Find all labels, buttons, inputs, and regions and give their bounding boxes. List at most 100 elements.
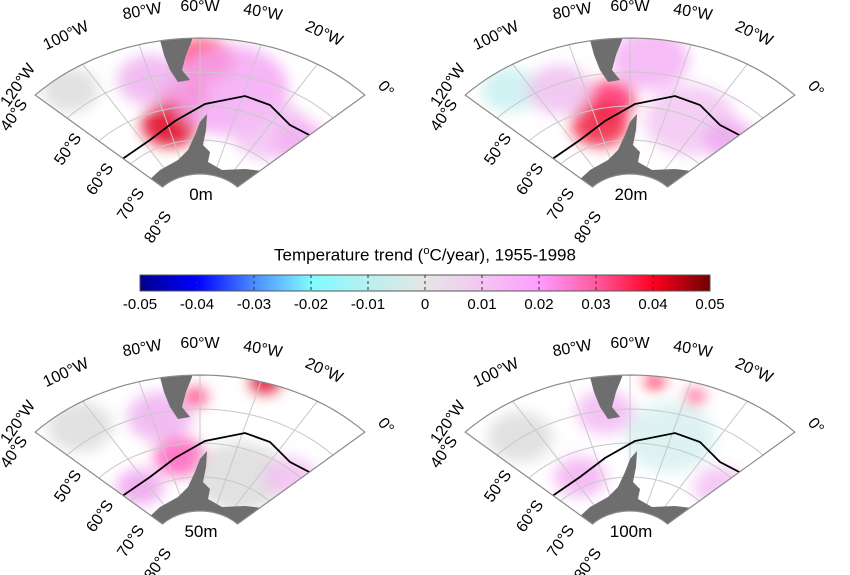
colorbar-title: Temperature trend (oC/year), 1955-1998 xyxy=(140,245,710,266)
longitude-gridline xyxy=(82,400,174,518)
colorbar-tick-label: 0.04 xyxy=(638,296,668,313)
colorbar-title-degree: o xyxy=(423,245,430,257)
longitude-label: 100°W xyxy=(41,18,93,54)
polar-front-line xyxy=(117,95,316,163)
colorbar-tick-label: 0.02 xyxy=(524,296,554,313)
longitude-label: 100°W xyxy=(471,355,523,391)
antarctica-land xyxy=(147,451,268,524)
latitude-label: 80°S xyxy=(141,208,175,246)
trend-field xyxy=(487,375,746,507)
colorbar-tick-label: -0.03 xyxy=(236,296,272,313)
trend-blob xyxy=(182,387,208,407)
longitude-gridline xyxy=(213,381,262,513)
longitude-label: 0° xyxy=(374,415,397,438)
map-content xyxy=(47,375,334,524)
longitude-label: 40°W xyxy=(672,338,715,362)
trend-blob xyxy=(117,55,183,105)
longitude-gridline xyxy=(643,44,692,176)
longitude-label: 20°W xyxy=(303,18,347,50)
colorbar-tick-label: 0.05 xyxy=(695,296,725,313)
latitude-label: 80°S xyxy=(141,545,175,575)
trend-field xyxy=(47,375,316,512)
antarctica-land xyxy=(147,114,268,187)
colorbar-tick-label: -0.04 xyxy=(179,296,215,313)
antarctica-land xyxy=(577,451,698,524)
latitude-label: 80°S xyxy=(571,208,605,246)
map-frame xyxy=(34,37,366,188)
latitude-label: 50°S xyxy=(481,130,515,168)
colorbar-tick-label: 0.03 xyxy=(581,296,611,313)
longitude-gridline xyxy=(656,63,748,181)
longitude-gridline xyxy=(512,400,604,518)
longitude-label: 20°W xyxy=(733,355,777,387)
longitude-gridline xyxy=(213,44,262,176)
longitude-gridline xyxy=(226,63,318,181)
trend-blob xyxy=(249,375,281,394)
longitude-gridline xyxy=(82,63,174,181)
longitude-label: 60°W xyxy=(610,335,650,352)
map-content xyxy=(481,38,764,187)
longitude-gridline xyxy=(656,400,748,518)
latitude-label: 50°S xyxy=(481,467,515,505)
longitude-gridline xyxy=(138,381,187,513)
latitude-label: 70°S xyxy=(544,522,578,560)
colorbar-title-suffix: C/year), 1955-1998 xyxy=(429,245,576,265)
colorbar-tick-label: -0.02 xyxy=(293,296,329,313)
latitude-label: 60°S xyxy=(83,497,117,535)
polar-front-line xyxy=(547,432,746,500)
map-content xyxy=(41,38,334,187)
longitude-label: 80°W xyxy=(551,337,594,361)
depth-label: 50m xyxy=(184,522,217,541)
latitude-label: 70°S xyxy=(114,185,148,223)
trend-blob xyxy=(47,402,113,452)
latitude-label: 50°S xyxy=(51,130,85,168)
trend-blob xyxy=(527,65,593,115)
colorbar-tick-label: -0.05 xyxy=(122,296,158,313)
depth-label: 0m xyxy=(189,185,213,204)
longitude-gridline xyxy=(568,381,617,513)
longitude-label: 0° xyxy=(804,415,827,438)
longitude-label: 0° xyxy=(804,78,827,101)
trend-blob xyxy=(644,375,666,390)
longitude-label: 60°W xyxy=(180,0,220,15)
map-frame xyxy=(464,374,796,525)
longitude-label: 40°W xyxy=(672,1,715,25)
colorbar-tick-label: 0.01 xyxy=(467,296,497,313)
longitude-label: 80°W xyxy=(121,0,164,23)
longitude-gridline xyxy=(568,44,617,176)
latitude-label: 60°S xyxy=(513,160,547,198)
longitude-label: 40°W xyxy=(242,338,285,362)
latitude-label: 60°S xyxy=(513,497,547,535)
longitude-label: 20°W xyxy=(733,18,777,50)
colorbar-title-prefix: Temperature trend ( xyxy=(274,245,424,265)
longitude-gridline xyxy=(226,400,318,518)
colorbar-tick-label: 0 xyxy=(420,296,430,313)
longitude-label: 0° xyxy=(374,78,397,101)
depth-label: 20m xyxy=(614,185,647,204)
longitude-label: 80°W xyxy=(551,0,594,23)
latitude-label: 80°S xyxy=(571,545,605,575)
antarctica-land xyxy=(577,114,698,187)
depth-label: 100m xyxy=(610,522,653,541)
latitude-label: 70°S xyxy=(544,185,578,223)
longitude-label: 40°W xyxy=(242,1,285,25)
latitude-label: 60°S xyxy=(83,160,117,198)
polar-front-line xyxy=(117,432,316,500)
polar-front-line xyxy=(547,95,746,163)
colorbar-tick-label: -0.01 xyxy=(350,296,386,313)
trend-blob xyxy=(116,469,164,505)
trend-blob xyxy=(194,442,286,512)
longitude-label: 100°W xyxy=(471,18,523,54)
longitude-gridline xyxy=(138,44,187,176)
longitude-label: 60°W xyxy=(180,335,220,352)
map-frame xyxy=(34,374,366,525)
longitude-label: 80°W xyxy=(121,337,164,361)
map-frame xyxy=(464,37,796,188)
longitude-gridline xyxy=(643,381,692,513)
